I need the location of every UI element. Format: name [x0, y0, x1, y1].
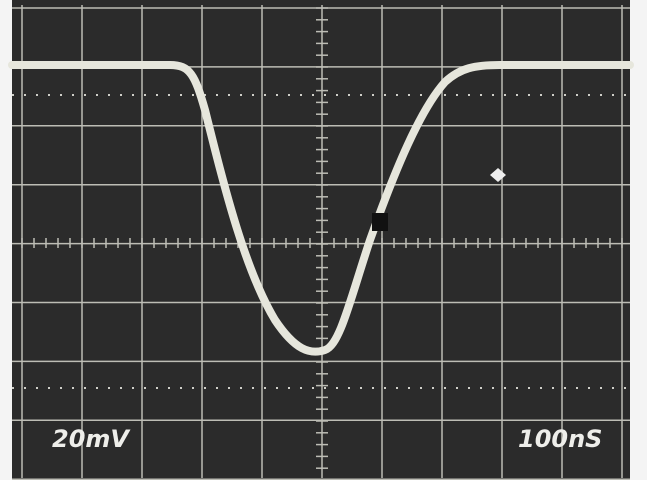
time-per-div-label: 100nS — [518, 425, 602, 453]
waveform-trace — [8, 61, 634, 356]
volts-per-div-label: 20mV — [52, 425, 131, 453]
reflection-spot — [490, 168, 506, 182]
screen-background — [12, 0, 630, 480]
marker — [372, 213, 388, 231]
